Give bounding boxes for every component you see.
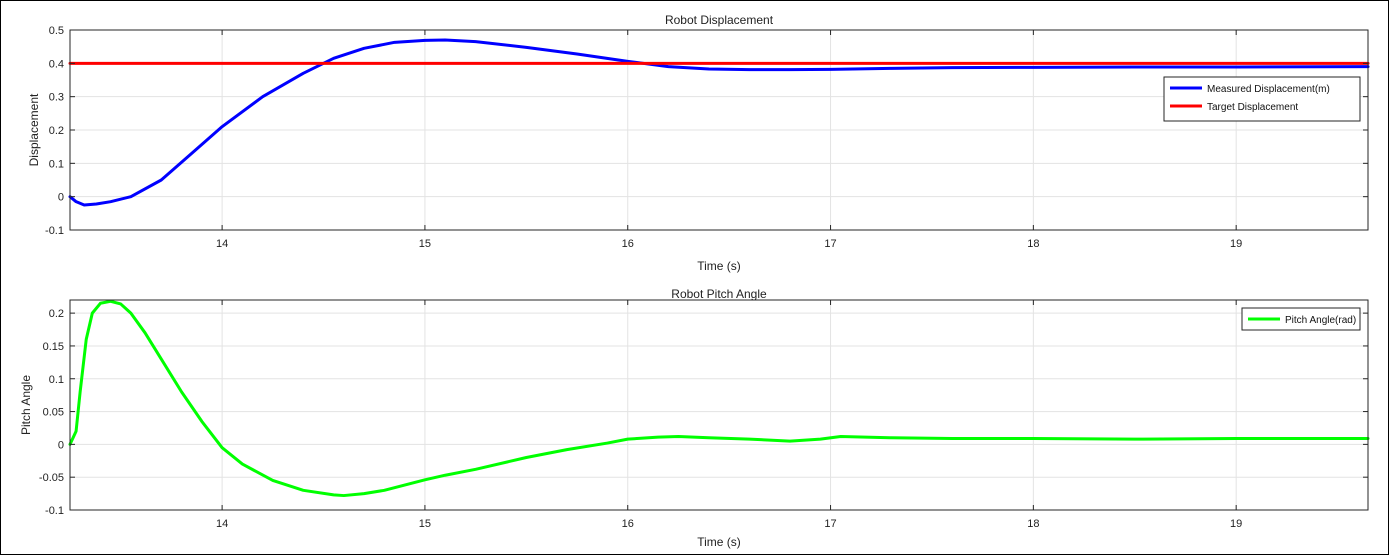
x-tick-label: 14 xyxy=(216,238,228,250)
x-tick-label: 15 xyxy=(419,238,431,250)
y-tick-label: 0.5 xyxy=(49,25,64,37)
y-axis-label-1: Pitch Angle xyxy=(19,375,33,435)
y-tick-label: -0.1 xyxy=(45,505,64,517)
legend-entry: Measured Displacement(m) xyxy=(1207,84,1330,95)
y-tick-label: 0.4 xyxy=(49,58,64,70)
x-tick-label: 14 xyxy=(216,518,228,530)
y-tick-label: -0.05 xyxy=(39,472,64,484)
y-tick-label: 0.2 xyxy=(49,308,64,320)
chart-title-1: Robot Pitch Angle xyxy=(671,287,767,301)
x-tick-label: 16 xyxy=(622,518,634,530)
y-tick-label: 0.05 xyxy=(43,407,64,419)
x-tick-label: 18 xyxy=(1027,518,1039,530)
x-tick-label: 16 xyxy=(622,238,634,250)
plot-area-1 xyxy=(70,300,1368,510)
y-axis-label-0: Displacement xyxy=(27,93,41,166)
legend-entry: Pitch Angle(rad) xyxy=(1285,315,1356,326)
x-tick-label: 17 xyxy=(824,518,836,530)
x-tick-label: 17 xyxy=(824,238,836,250)
axes-box-1 xyxy=(69,299,1369,511)
y-tick-label: 0.3 xyxy=(49,92,64,104)
series-line-1-0 xyxy=(68,299,1370,498)
x-axis-label-1: Time (s) xyxy=(697,535,741,549)
series-line-0-0 xyxy=(68,38,1370,207)
y-tick-label: 0.1 xyxy=(49,374,64,386)
legend-entry: Target Displacement xyxy=(1207,102,1298,113)
y-tick-label: 0.15 xyxy=(43,341,64,353)
x-tick-label: 15 xyxy=(419,518,431,530)
y-tick-label: -0.1 xyxy=(45,225,64,237)
y-tick-label: 0 xyxy=(58,192,64,204)
x-tick-label: 19 xyxy=(1230,238,1242,250)
legend-box-1 xyxy=(1241,307,1361,331)
y-tick-label: 0.2 xyxy=(49,125,64,137)
y-tick-label: 0 xyxy=(58,439,64,451)
x-tick-label: 19 xyxy=(1230,518,1242,530)
y-tick-label: 0.1 xyxy=(49,158,64,170)
chart-title-0: Robot Displacement xyxy=(665,13,774,27)
legend-box-0 xyxy=(1163,76,1361,122)
x-tick-label: 18 xyxy=(1027,238,1039,250)
x-axis-label-0: Time (s) xyxy=(697,259,741,273)
